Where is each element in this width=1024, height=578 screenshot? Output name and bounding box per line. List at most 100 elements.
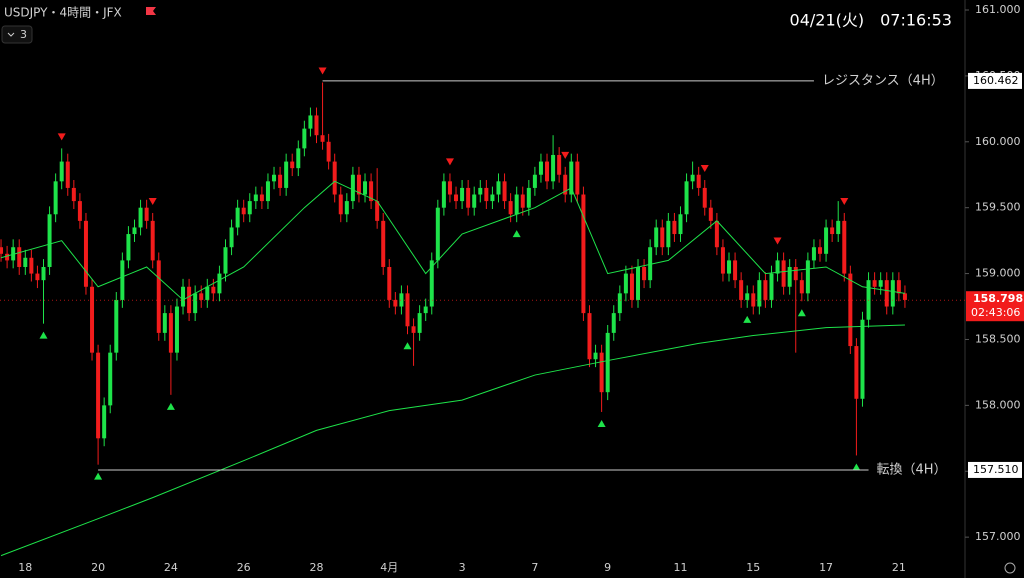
candle-body bbox=[193, 293, 198, 314]
candle-body bbox=[247, 201, 252, 215]
candle-body bbox=[514, 194, 519, 215]
candle-body bbox=[338, 194, 343, 215]
candle-body bbox=[769, 273, 774, 300]
moving-average bbox=[0, 180, 906, 301]
candle-body bbox=[387, 266, 392, 300]
y-tick-label: 159.000 bbox=[975, 267, 1021, 280]
candle-body bbox=[211, 286, 216, 294]
x-tick-label: 21 bbox=[892, 561, 906, 574]
moving-average bbox=[0, 324, 905, 557]
candle-body bbox=[642, 266, 647, 281]
candle-body bbox=[872, 280, 877, 287]
candle-body bbox=[181, 286, 186, 307]
candle-body bbox=[41, 266, 46, 281]
y-tick-label: 159.500 bbox=[975, 201, 1021, 214]
candle-body bbox=[156, 260, 161, 333]
candle-body bbox=[17, 247, 22, 267]
y-tick-label: 158.000 bbox=[975, 398, 1021, 411]
collapse-button[interactable] bbox=[1, 25, 33, 44]
candle-body bbox=[350, 174, 355, 202]
candle-body bbox=[223, 247, 228, 274]
candle-body bbox=[150, 220, 155, 261]
candle-body bbox=[466, 187, 471, 208]
x-tick-label: 24 bbox=[164, 561, 178, 574]
candle-body bbox=[168, 313, 173, 353]
sell-signal bbox=[318, 67, 327, 75]
candle-body bbox=[199, 293, 204, 300]
candle-body bbox=[265, 181, 270, 202]
candle-body bbox=[11, 247, 16, 261]
candle-body bbox=[0, 247, 4, 254]
candle-body bbox=[441, 181, 446, 208]
last-price-box bbox=[966, 291, 1024, 322]
candle-body bbox=[90, 286, 95, 353]
x-tick-label: 20 bbox=[91, 561, 105, 574]
candle-body bbox=[235, 207, 240, 228]
sell-signal bbox=[445, 158, 454, 166]
candle-body bbox=[551, 154, 556, 182]
candle-body bbox=[411, 326, 416, 333]
candle-body bbox=[714, 220, 719, 248]
candle-body bbox=[636, 266, 641, 300]
collapse-count: 3 bbox=[20, 28, 27, 41]
candle-body bbox=[896, 280, 901, 294]
candle-body bbox=[678, 214, 683, 235]
candle-body bbox=[739, 280, 744, 300]
candle-body bbox=[393, 299, 398, 307]
candle-body bbox=[781, 260, 786, 287]
candle-body bbox=[696, 174, 701, 188]
candle-body bbox=[793, 266, 798, 281]
candle-body bbox=[672, 220, 677, 235]
candle-body bbox=[320, 135, 325, 142]
candle-body bbox=[587, 313, 592, 360]
candle-body bbox=[120, 260, 125, 300]
level-price: 160.462 bbox=[973, 74, 1019, 87]
candle-body bbox=[205, 286, 210, 300]
level-price-box bbox=[968, 461, 1022, 478]
candle-body bbox=[77, 201, 82, 221]
buy-signal bbox=[39, 331, 48, 339]
candle-body bbox=[508, 201, 513, 215]
x-tick-label: 17 bbox=[819, 561, 833, 574]
candle-body bbox=[369, 181, 374, 202]
countdown: 02:43:06 bbox=[971, 306, 1020, 319]
candle-body bbox=[733, 260, 738, 281]
candle-body bbox=[575, 161, 580, 195]
candle-body bbox=[114, 299, 119, 353]
candle-body bbox=[217, 273, 222, 294]
candle-body bbox=[96, 352, 101, 439]
x-tick-label: 11 bbox=[673, 561, 687, 574]
sell-signal bbox=[700, 165, 709, 173]
candle-body bbox=[805, 260, 810, 294]
candle-body bbox=[344, 201, 349, 215]
candle-body bbox=[447, 181, 452, 195]
candle-body bbox=[811, 247, 816, 261]
candle-body bbox=[144, 207, 149, 221]
candle-body bbox=[496, 181, 501, 195]
candle-body bbox=[599, 352, 604, 393]
candle-body bbox=[842, 220, 847, 274]
candle-body bbox=[830, 227, 835, 235]
candle-body bbox=[526, 187, 531, 208]
symbol: USDJPY・4時間・JFX bbox=[4, 6, 122, 20]
candle-body bbox=[460, 187, 465, 202]
candle-body bbox=[478, 187, 483, 195]
candle-body bbox=[745, 293, 750, 300]
candle-body bbox=[326, 141, 331, 162]
candle-body bbox=[757, 280, 762, 307]
candle-body bbox=[702, 187, 707, 208]
x-tick-label: 26 bbox=[237, 561, 251, 574]
candle-body bbox=[854, 346, 859, 399]
buy-signal bbox=[403, 342, 412, 350]
candle-body bbox=[83, 220, 88, 287]
candle-body bbox=[108, 352, 113, 406]
candle-body bbox=[272, 174, 277, 182]
candle-body bbox=[593, 352, 598, 360]
candle-body bbox=[47, 214, 52, 267]
settings-icon[interactable] bbox=[1004, 562, 1016, 574]
candle-body bbox=[423, 306, 428, 314]
flag-icon[interactable] bbox=[146, 7, 156, 15]
candle-body bbox=[502, 181, 507, 202]
buy-signal bbox=[512, 230, 521, 238]
